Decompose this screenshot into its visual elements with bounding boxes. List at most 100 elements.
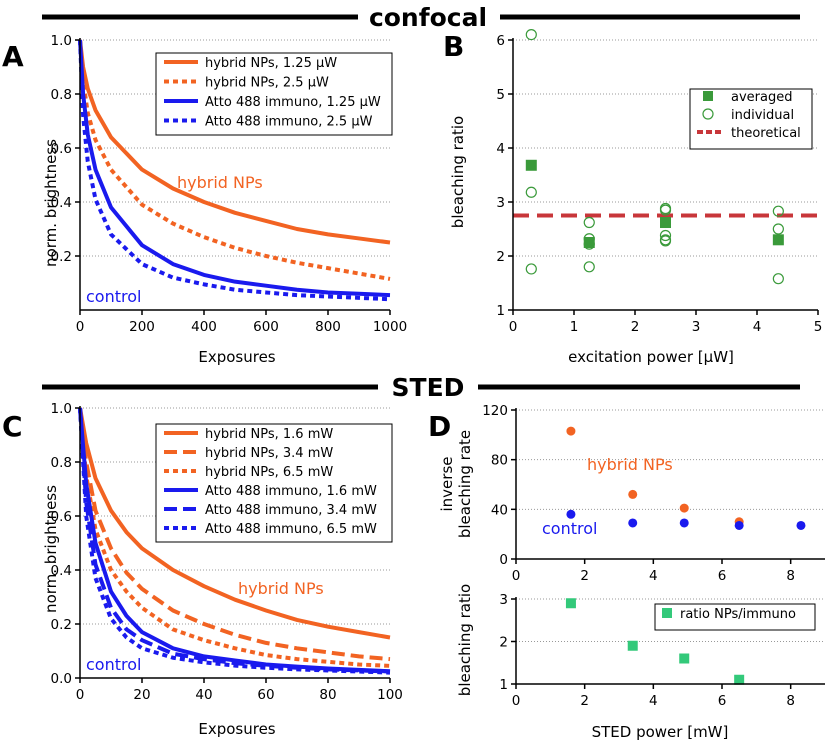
panel-b-legend-swatch bbox=[703, 91, 713, 101]
panel-a-legend-label: Atto 488 immuno, 1.25 µW bbox=[205, 95, 381, 110]
panel-c-xtick-label: 100 bbox=[377, 687, 403, 703]
panel-a-series-line bbox=[78, 39, 391, 281]
panel-c-xtick-label: 60 bbox=[257, 687, 274, 703]
panel-c-legend-label: Atto 488 immuno, 1.6 mW bbox=[205, 484, 377, 499]
panel-a-series-line bbox=[78, 39, 391, 245]
panel-a-xtick-label: 600 bbox=[253, 319, 279, 335]
panel-c-xlabel: Exposures bbox=[198, 720, 275, 738]
panel-d-annotation-control: control bbox=[542, 519, 597, 538]
panel-b-individual-point bbox=[659, 229, 672, 242]
panel-c-ytick-label: 1.0 bbox=[51, 401, 72, 417]
panel-d-bottom-xtick-label: 4 bbox=[649, 693, 658, 709]
panel-a-legend-label: hybrid NPs, 2.5 µW bbox=[205, 76, 329, 91]
panel-b-ytick-label: 3 bbox=[496, 195, 505, 211]
panel-d-top-ylabel-line1: inverse bbox=[438, 457, 456, 512]
panel-d-annotation-hybrid: hybrid NPs bbox=[587, 455, 673, 474]
panel-b-xtick-label: 2 bbox=[631, 319, 640, 335]
panel-a-annotation-control: control bbox=[86, 287, 141, 306]
panel-c-series-line bbox=[78, 407, 391, 662]
panel-b-individual-point bbox=[525, 263, 537, 275]
panel-d-top-xtick-label: 2 bbox=[580, 568, 589, 584]
panel-c-ylabel: norm. brightness bbox=[42, 485, 60, 613]
panel-d-label: D bbox=[428, 410, 451, 443]
panel-b-ytick-label: 5 bbox=[496, 87, 505, 103]
panel-a-legend-label: Atto 488 immuno, 2.5 µW bbox=[205, 115, 373, 130]
panel-b-ytick-label: 2 bbox=[496, 249, 505, 265]
panel-d-bottom-chart: 1 2 3 0 2 4 6 8 ratio NPs/immuno bleaching rati… bbox=[456, 584, 825, 741]
panel-d-top-xtick-label: 4 bbox=[649, 568, 658, 584]
panel-a-xlabel: Exposures bbox=[198, 348, 275, 366]
panel-d-top-point bbox=[734, 520, 744, 530]
panel-c-xtick-label: 80 bbox=[319, 687, 336, 703]
panel-b-averaged-point bbox=[772, 234, 784, 246]
panel-a-ytick-label: 0.8 bbox=[51, 87, 72, 103]
panel-c-legend-label: hybrid NPs, 3.4 mW bbox=[205, 446, 333, 461]
panel-d-bottom-legend-label: ratio NPs/immuno bbox=[680, 607, 796, 622]
panel-c-ytick-label: 0.2 bbox=[51, 617, 72, 633]
panel-c-ytick-label: 0.6 bbox=[51, 509, 72, 525]
panel-d-top-ylabel-line2: bleaching rate bbox=[456, 430, 474, 538]
panel-a-annotation-hybrid: hybrid NPs bbox=[177, 173, 263, 192]
panel-d-bottom-ytick-label: 2 bbox=[499, 635, 508, 651]
panel-b-individual-point bbox=[772, 223, 784, 235]
panel-d-top-ytick-label: 0 bbox=[499, 552, 508, 568]
panel-b-xtick-label: 1 bbox=[570, 319, 579, 335]
panel-b-individual-point bbox=[659, 204, 672, 216]
panel-c-legend-box bbox=[155, 423, 393, 543]
panel-d-bottom-xtick-label: 2 bbox=[580, 693, 589, 709]
panel-d-top-xtick-label: 6 bbox=[718, 568, 727, 584]
panel-c-label: C bbox=[2, 410, 23, 443]
panel-c-series-line bbox=[78, 407, 391, 674]
panel-d-bottom-legend-box bbox=[654, 603, 816, 631]
panel-b-averaged-point bbox=[660, 217, 671, 229]
panel-b-xtick-label: 5 bbox=[814, 319, 823, 335]
panel-c-legend: hybrid NPs, 1.6 mW hybrid NPs, 3.4 mW hybr… bbox=[155, 423, 393, 543]
panel-b-ylabel: bleaching ratio bbox=[449, 116, 467, 228]
panel-d-bottom-legend: ratio NPs/immuno bbox=[654, 603, 816, 631]
panel-c-legend-label: Atto 488 immuno, 6.5 mW bbox=[205, 522, 377, 537]
panel-b-legend-label: averaged bbox=[731, 90, 792, 105]
panel-c-annotation-hybrid: hybrid NPs bbox=[238, 579, 324, 598]
panel-b-xtick-label: 3 bbox=[692, 319, 701, 335]
panel-d-top-point bbox=[679, 503, 689, 513]
panel-d-bottom-xtick-label: 0 bbox=[512, 693, 521, 709]
panel-d-bottom-xtick-label: 8 bbox=[786, 693, 795, 709]
panel-c-legend-label: Atto 488 immuno, 3.4 mW bbox=[205, 503, 377, 518]
panel-b-individual-point bbox=[583, 261, 595, 273]
panel-b-averaged-point bbox=[583, 237, 595, 248]
panel-b-ytick-label: 6 bbox=[496, 33, 505, 49]
panel-d-top-xtick-label: 0 bbox=[512, 568, 521, 584]
panel-d-top-ytick-label: 40 bbox=[491, 502, 508, 518]
section-title-confocal: confocal bbox=[369, 3, 487, 32]
panel-a-xtick-label: 400 bbox=[191, 319, 217, 335]
panel-a-xtick-label: 1000 bbox=[373, 319, 407, 335]
panel-b-individual-point bbox=[772, 273, 784, 285]
panel-a-ytick-label: 0.4 bbox=[51, 195, 72, 211]
panel-d-bottom-point bbox=[627, 640, 638, 651]
panel-d-bottom-point bbox=[565, 598, 576, 609]
panel-a-series-line bbox=[78, 39, 391, 298]
panel-b-ytick-label: 4 bbox=[496, 141, 505, 157]
panel-a-ytick-label: 1.0 bbox=[51, 33, 72, 49]
panel-c-ytick-label: 0.4 bbox=[51, 563, 72, 579]
panel-d-bottom-ytick-label: 3 bbox=[499, 592, 508, 608]
panel-a-xtick-label: 0 bbox=[76, 319, 85, 335]
panel-b-legend-label: theoretical bbox=[731, 126, 801, 141]
panel-b-xtick-label: 4 bbox=[753, 319, 762, 335]
panel-b-individual-point bbox=[659, 235, 672, 247]
panel-c-legend-label: hybrid NPs, 6.5 mW bbox=[205, 465, 333, 480]
panel-c-xtick-label: 0 bbox=[76, 687, 85, 703]
panel-d-top-xtick-label: 8 bbox=[786, 568, 795, 584]
section-title-sted: STED bbox=[392, 373, 465, 402]
panel-d-bottom-legend-swatch bbox=[662, 608, 672, 618]
panel-d-top-point bbox=[679, 518, 689, 528]
panel-a-ytick-label: 0.2 bbox=[51, 249, 72, 265]
panel-a-ylabel: norm. brightness bbox=[42, 139, 60, 267]
panel-c-series-line bbox=[78, 407, 391, 668]
panel-c-xtick-label: 20 bbox=[133, 687, 150, 703]
panel-c-xtick-label: 40 bbox=[195, 687, 212, 703]
panel-d-top-point bbox=[796, 520, 806, 530]
panel-b-legend-swatch bbox=[702, 108, 714, 120]
panel-d-bottom-xlabel: STED power [mW] bbox=[592, 723, 729, 741]
